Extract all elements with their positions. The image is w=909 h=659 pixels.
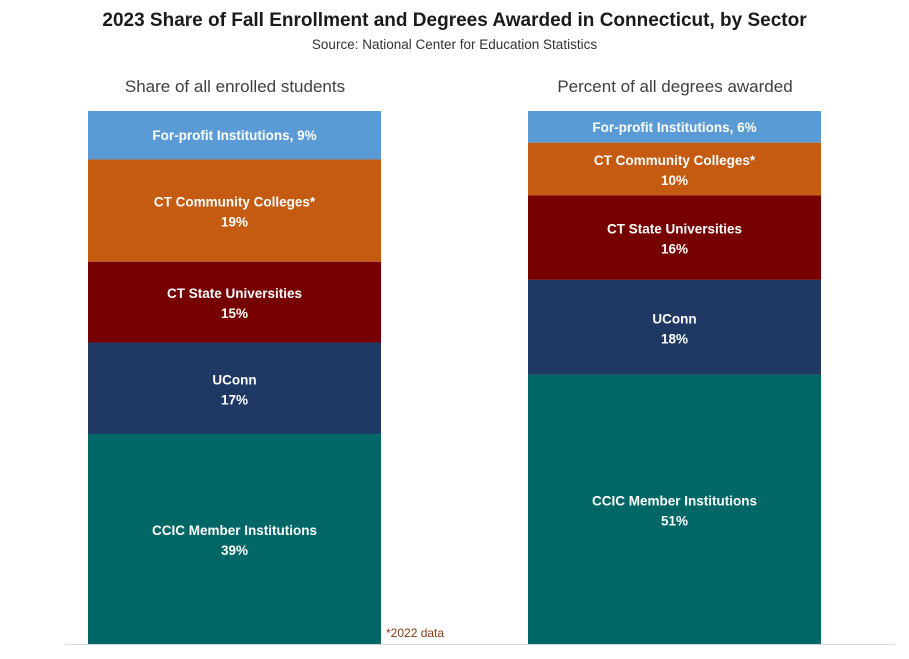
value-label-ccic-member-institutions-0: 39% (221, 543, 248, 558)
series-label-ccic-member-institutions-1: CCIC Member Institutions (592, 493, 757, 508)
value-label-uconn-0: 17% (221, 392, 248, 407)
bar-segment-for-profit-institutions-0 (88, 111, 381, 160)
panel-title-degrees: Percent of all degrees awarded (557, 77, 793, 96)
series-label-ct-state-universities-1: CT State Universities (607, 222, 742, 237)
bar-segment-uconn-0 (88, 342, 381, 435)
chart-title: 2023 Share of Fall Enrollment and Degree… (102, 10, 807, 31)
bar-segment-ccic-member-institutions-0 (88, 434, 381, 644)
bar-segment-uconn-1 (528, 279, 821, 375)
series-label-ct-community-colleges-0: CT Community Colleges* (154, 195, 316, 210)
value-label-ct-state-universities-1: 16% (661, 242, 688, 257)
series-label-uconn-0: UConn (212, 372, 256, 387)
bar-segment-ct-community-colleges-0 (88, 159, 381, 262)
bar-segment-ct-community-colleges-1 (528, 142, 821, 196)
series-label-uconn-1: UConn (652, 311, 696, 326)
series-label-ct-state-universities-0: CT State Universities (167, 286, 302, 301)
data-label-for-profit-institutions-1: For-profit Institutions, 6% (592, 120, 756, 135)
value-label-uconn-1: 18% (661, 331, 688, 346)
bar-segment-for-profit-institutions-1 (528, 111, 821, 143)
value-label-ccic-member-institutions-1: 51% (661, 513, 688, 528)
value-label-ct-community-colleges-1: 10% (661, 173, 688, 188)
series-label-ccic-member-institutions-0: CCIC Member Institutions (152, 523, 317, 538)
footnote: *2022 data (386, 626, 445, 640)
value-label-ct-state-universities-0: 15% (221, 306, 248, 321)
data-label-for-profit-institutions-0: For-profit Institutions, 9% (152, 128, 316, 143)
series-label-ct-community-colleges-1: CT Community Colleges* (594, 153, 756, 168)
bar-segment-ccic-member-institutions-1 (528, 374, 821, 644)
panel-title-enrollment: Share of all enrolled students (124, 77, 346, 96)
value-label-ct-community-colleges-0: 19% (221, 215, 248, 230)
chart-subtitle: Source: National Center for Education St… (311, 37, 598, 52)
bar-segment-ct-state-universities-1 (528, 195, 821, 280)
bar-segment-ct-state-universities-0 (88, 261, 381, 343)
